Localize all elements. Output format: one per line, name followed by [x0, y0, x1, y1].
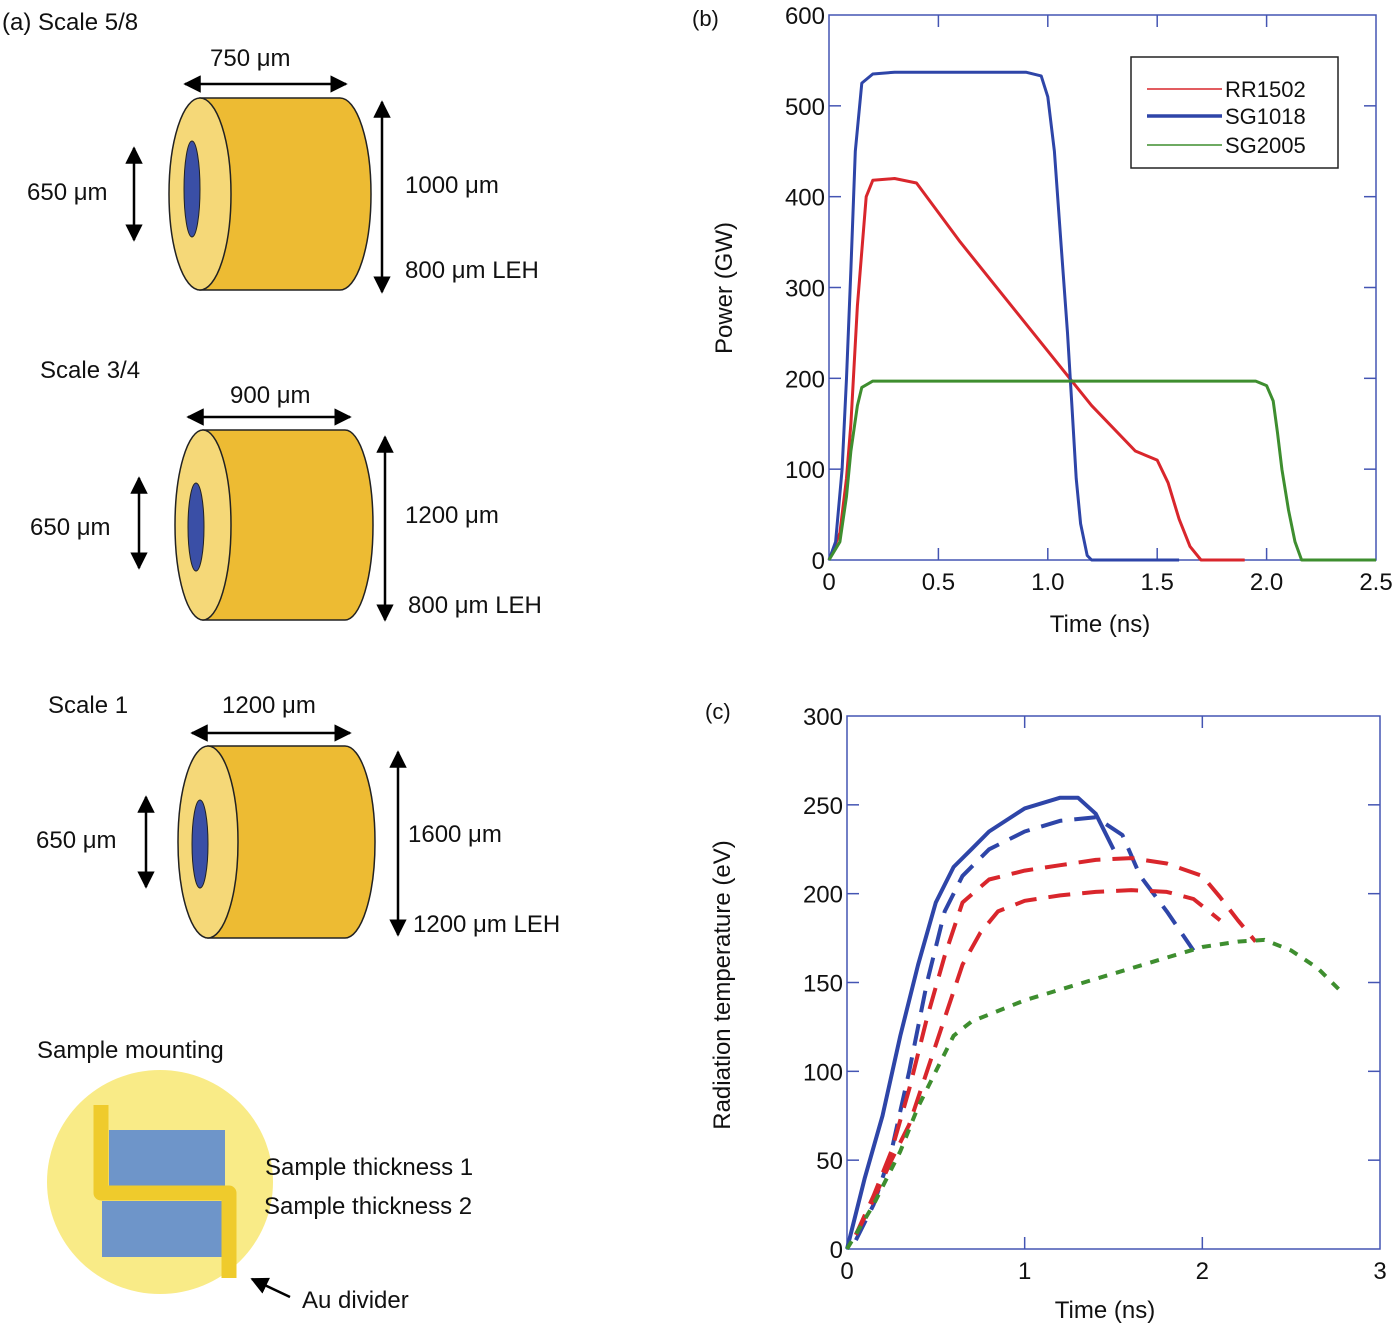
- y-tick-label: 100: [785, 457, 825, 484]
- sample-thickness-1-label: Sample thickness 1: [265, 1154, 473, 1181]
- series-line-green-dotted: [845, 937, 1346, 1251]
- length-label: 1200 μm: [222, 692, 316, 719]
- au-divider-label: Au divider: [302, 1287, 409, 1314]
- x-tick-label: 2.0: [1250, 569, 1283, 596]
- series-line-red-dashed-upper: [854, 856, 1258, 1236]
- y-tick-label: 250: [803, 793, 843, 820]
- sample-2: [102, 1201, 222, 1257]
- series-line-red-dashed-lower: [854, 888, 1222, 1236]
- plot-frame: [846, 715, 1381, 1250]
- x-tick-label: 0: [822, 569, 835, 596]
- diameter-label: 1600 μm: [408, 821, 502, 848]
- legend-label-rr1502: RR1502: [1225, 77, 1306, 102]
- y-tick-label: 400: [785, 185, 825, 212]
- panel-a: (a) Scale 5/8 750 μm 1000 μm 800 μm LEH …: [2, 9, 560, 1314]
- y-tick-label: 300: [785, 276, 825, 303]
- panel-b-label: (b): [692, 6, 719, 31]
- x-tick-label: 1: [1018, 1258, 1031, 1285]
- length-label: 900 μm: [230, 382, 311, 409]
- y-tick-label: 0: [812, 548, 825, 575]
- y-tick-label: 100: [803, 1059, 843, 1086]
- length-label: 750 μm: [210, 45, 291, 72]
- sample-1: [109, 1130, 225, 1186]
- y-axis-label: Power (GW): [711, 222, 738, 354]
- hohlraum-scale-3-4: Scale 3/4 900 μm 1200 μm 800 μm LEH 650 …: [30, 357, 542, 622]
- panel-a-label: (a) Scale 5/8: [2, 9, 138, 36]
- cylinder-body: [207, 745, 376, 939]
- sample-thickness-2-label: Sample thickness 2: [264, 1193, 472, 1220]
- x-tick-label: 1.5: [1141, 569, 1174, 596]
- x-tick-label: 1.0: [1031, 569, 1064, 596]
- legend-label-sg1018: SG1018: [1225, 104, 1306, 129]
- y-tick-label: 600: [785, 3, 825, 30]
- x-tick-label: 3: [1373, 1258, 1386, 1285]
- laser-entrance-hole: [191, 799, 209, 889]
- y-tick-label: 200: [785, 366, 825, 393]
- x-axis-label: Time (ns): [1055, 1297, 1155, 1324]
- chart-radiation-temperature: (c) 0 1 2 3 0 50 100 150 200 250 300 Time (ns) Rad…: [705, 699, 1387, 1324]
- diameter-label: 1000 μm: [405, 172, 499, 199]
- sample-mounting: Sample mounting Sample thickness 1 Sampl…: [37, 1037, 473, 1314]
- inner-label: 650 μm: [36, 827, 117, 854]
- y-axis-label: Radiation temperature (eV): [709, 840, 736, 1129]
- cylinder-body: [202, 429, 374, 621]
- x-tick-label: 0: [840, 1258, 853, 1285]
- leh-label: 800 μm LEH: [408, 592, 542, 619]
- y-tick-label: 150: [803, 971, 843, 998]
- series-line-sg2005: [827, 379, 1376, 562]
- hohlraum-scale-1: Scale 1 1200 μm 1600 μm 1200 μm LEH 650 …: [36, 692, 560, 939]
- y-tick-label: 300: [803, 704, 843, 731]
- x-axis-label: Time (ns): [1050, 611, 1150, 638]
- scale-label: Scale 3/4: [40, 357, 140, 384]
- hohlraum-scale-5-8: 750 μm 1000 μm 800 μm LEH 650 μm: [27, 45, 539, 294]
- inner-label: 650 μm: [27, 179, 108, 206]
- sample-mounting-title: Sample mounting: [37, 1037, 224, 1064]
- diameter-label: 1200 μm: [405, 502, 499, 529]
- cylinder-body: [199, 97, 372, 291]
- au-divider: [93, 1105, 237, 1278]
- x-tick-label: 2.5: [1359, 569, 1392, 596]
- laser-entrance-hole: [183, 140, 201, 238]
- divider-pointer-arrow: [250, 1277, 291, 1299]
- series-line-rr1502: [827, 177, 1245, 562]
- legend-box: [1130, 56, 1339, 169]
- laser-entrance-hole: [187, 482, 205, 572]
- y-tick-label: 50: [816, 1148, 843, 1175]
- x-tick-label: 2: [1196, 1258, 1209, 1285]
- y-tick-label: 500: [785, 94, 825, 121]
- x-tick-label: 0.5: [922, 569, 955, 596]
- leh-label: 800 μm LEH: [405, 257, 539, 284]
- scale-label: Scale 1: [48, 692, 128, 719]
- panel-c-label: (c): [705, 699, 731, 724]
- leh-label: 1200 μm LEH: [413, 911, 560, 938]
- inner-label: 650 μm: [30, 514, 111, 541]
- series-line-blue-dashed: [854, 815, 1196, 1241]
- chart-power: (b) 0 0.5 1.0 1.5 2.0 2.50100200300400500600 …: [692, 3, 1393, 638]
- series-line-sg1018: [827, 70, 1180, 562]
- series-line-blue-solid: [845, 795, 1116, 1250]
- legend-label-sg2005: SG2005: [1225, 133, 1306, 158]
- y-tick-label: 200: [803, 882, 843, 909]
- legend: RR1502 SG1018 SG2005: [1130, 56, 1339, 169]
- y-tick-label: 0: [830, 1237, 843, 1264]
